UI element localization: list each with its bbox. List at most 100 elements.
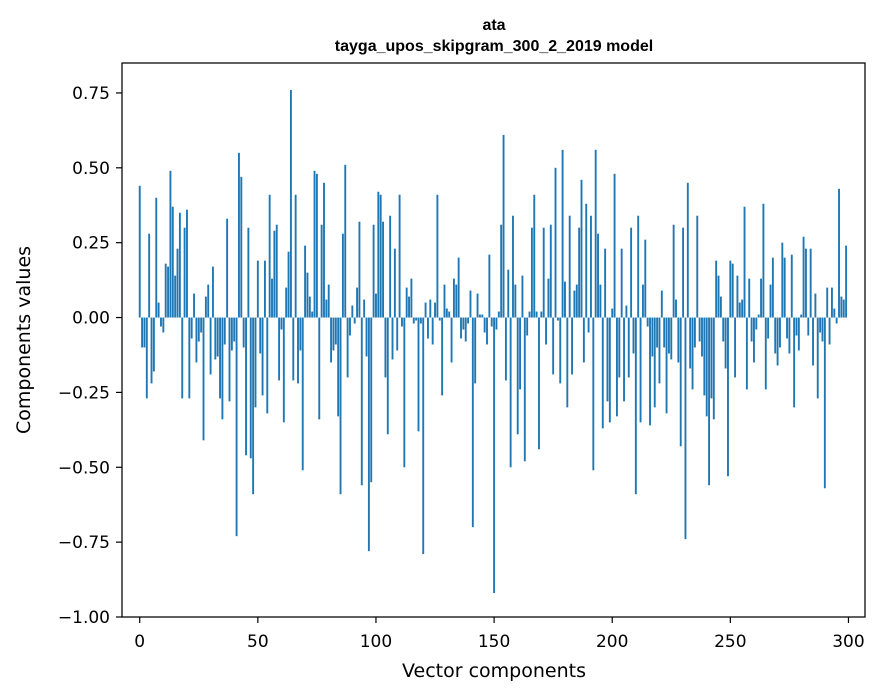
- bar: [164, 263, 167, 318]
- bar: [672, 224, 675, 318]
- bar: [228, 317, 231, 402]
- bar: [762, 203, 765, 318]
- bar: [833, 308, 836, 318]
- bar: [370, 317, 373, 483]
- bar: [256, 260, 259, 318]
- bar: [795, 317, 798, 336]
- bar: [504, 317, 507, 381]
- bar: [219, 317, 221, 399]
- bar: [389, 215, 392, 318]
- bar: [819, 317, 822, 333]
- bar: [285, 287, 288, 318]
- bar: [438, 317, 441, 321]
- bar: [174, 275, 177, 318]
- bar: [334, 317, 337, 345]
- bar: [233, 317, 236, 342]
- bar: [268, 194, 271, 318]
- bar: [280, 317, 283, 330]
- bar: [448, 311, 451, 318]
- bar: [776, 317, 779, 366]
- bar: [422, 317, 425, 555]
- bar: [514, 284, 517, 318]
- bar: [429, 299, 432, 318]
- bar: [516, 317, 519, 435]
- bar: [724, 317, 727, 369]
- bar: [755, 317, 758, 330]
- bar: [393, 248, 396, 318]
- bar: [315, 173, 318, 318]
- bar: [535, 311, 538, 318]
- bar: [767, 317, 770, 339]
- bar: [554, 167, 557, 318]
- bar: [630, 227, 633, 318]
- bar: [230, 317, 233, 351]
- bar: [715, 260, 718, 318]
- bar: [434, 302, 436, 318]
- bar: [701, 317, 703, 357]
- bar: [145, 317, 148, 399]
- bar: [788, 317, 791, 354]
- bar: [306, 272, 309, 318]
- bar: [821, 317, 824, 342]
- bar: [797, 317, 800, 351]
- bar: [580, 179, 583, 318]
- bar: [734, 317, 737, 378]
- bar: [193, 293, 196, 318]
- bar: [216, 317, 219, 357]
- bar: [289, 89, 292, 318]
- bar: [538, 317, 540, 450]
- bar: [209, 317, 212, 375]
- bar: [474, 317, 477, 384]
- x-axis-label: Vector components: [402, 660, 586, 682]
- bar: [271, 278, 273, 318]
- bar: [167, 266, 170, 318]
- bar: [689, 317, 692, 369]
- bar: [783, 257, 786, 318]
- bar: [391, 317, 394, 360]
- bar: [727, 317, 729, 477]
- bar: [736, 275, 739, 318]
- bar: [221, 317, 224, 420]
- bar: [207, 284, 210, 318]
- bar: [138, 185, 141, 318]
- bar: [582, 317, 585, 363]
- bar: [800, 314, 803, 318]
- x-tick-label: 200: [596, 632, 628, 652]
- bar: [712, 317, 715, 420]
- bar: [436, 194, 439, 318]
- bar: [490, 317, 493, 327]
- bar: [665, 317, 668, 414]
- bar: [842, 299, 845, 318]
- bar: [774, 317, 777, 354]
- bar: [325, 299, 328, 318]
- bar-series: [138, 89, 848, 594]
- bar: [641, 284, 644, 318]
- bar: [478, 314, 481, 318]
- y-tick-label: 0.75: [72, 84, 110, 104]
- bar: [412, 317, 415, 324]
- bar: [639, 317, 642, 423]
- bar: [684, 317, 687, 540]
- bar: [599, 284, 602, 318]
- y-tick-label: 0.50: [72, 159, 110, 179]
- bar: [424, 302, 427, 318]
- bar: [830, 287, 833, 318]
- bar: [743, 206, 746, 318]
- bar: [181, 317, 184, 399]
- bar: [663, 317, 666, 348]
- bar: [507, 269, 510, 318]
- bar: [431, 317, 434, 345]
- bar: [585, 203, 588, 318]
- bar: [540, 311, 543, 318]
- bar: [566, 317, 569, 408]
- x-tick-label: 300: [832, 632, 864, 652]
- bar: [214, 317, 217, 360]
- bar: [656, 317, 659, 348]
- bar: [204, 296, 207, 318]
- bar: [410, 278, 413, 318]
- y-tick-label: −0.25: [58, 383, 110, 403]
- bar: [162, 317, 165, 333]
- bar: [259, 317, 262, 354]
- bar: [349, 317, 351, 336]
- bar: [351, 305, 354, 318]
